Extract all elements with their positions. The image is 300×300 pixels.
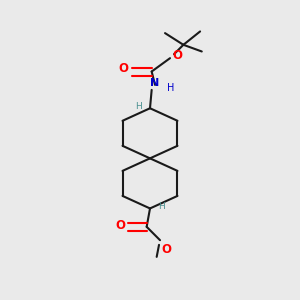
Text: O: O [118,62,128,75]
Text: O: O [162,243,172,256]
Text: H: H [167,83,174,93]
Text: O: O [115,219,125,232]
Text: N: N [150,78,160,88]
Text: H: H [158,202,165,211]
Text: H: H [135,102,142,111]
Text: O: O [173,49,183,62]
